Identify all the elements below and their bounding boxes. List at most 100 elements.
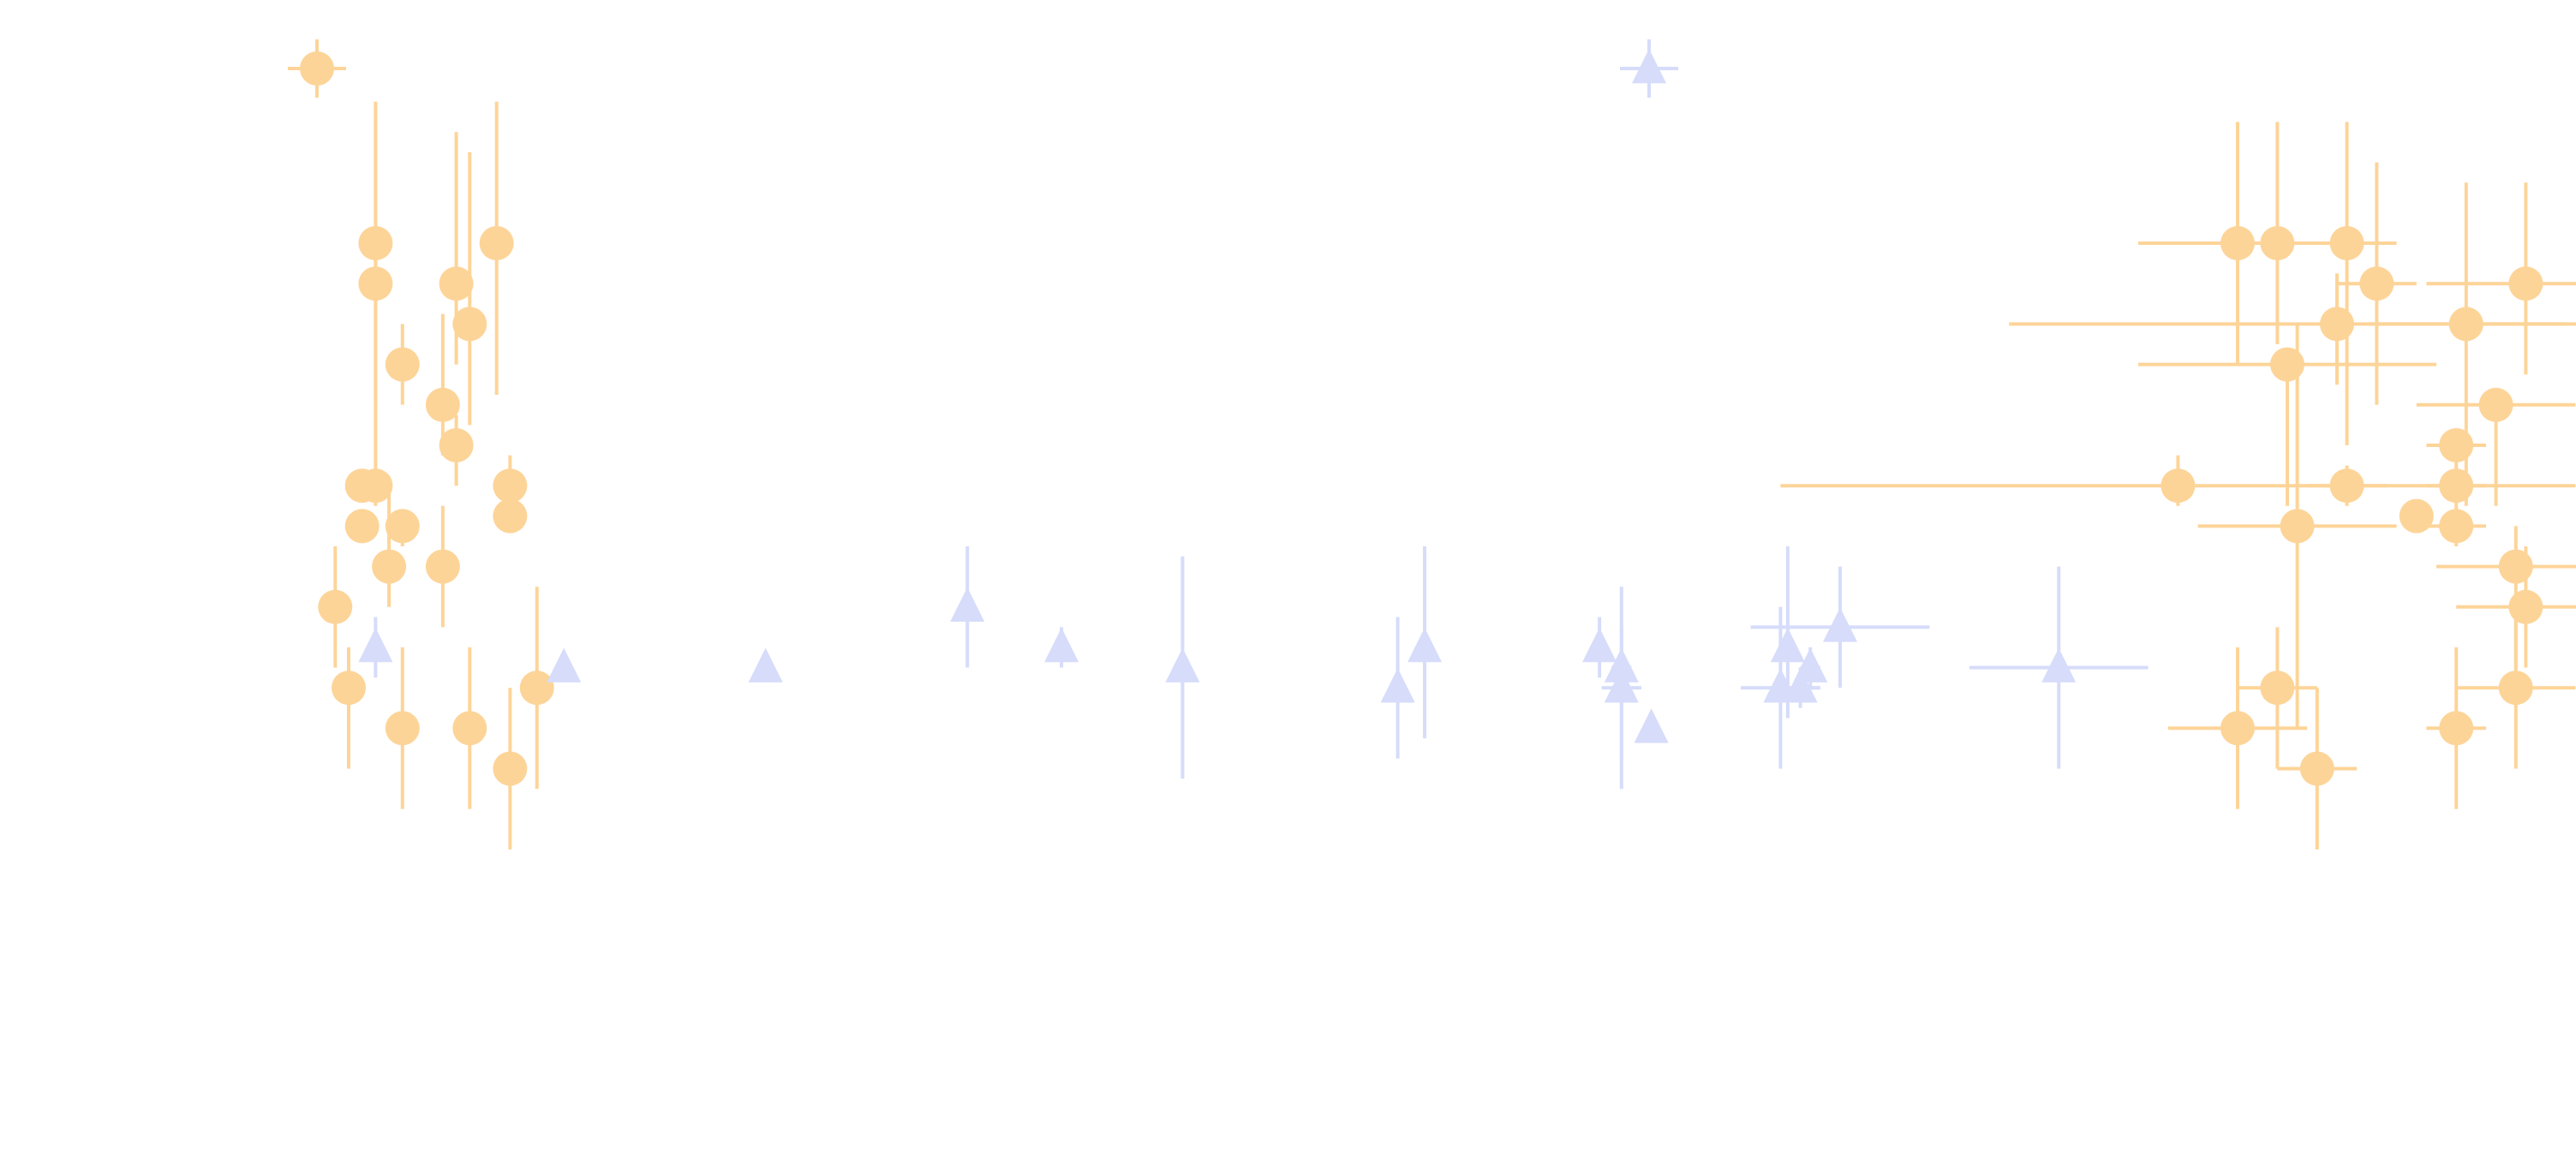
circle-marker: [2161, 468, 2196, 504]
data-point: [358, 468, 393, 504]
circle-marker: [2439, 428, 2474, 462]
circle-marker: [452, 711, 487, 746]
data-point: [2366, 182, 2566, 506]
circle-marker: [452, 307, 487, 342]
data-point: [439, 414, 474, 486]
circle-marker: [493, 498, 528, 533]
triangle-marker: [1044, 628, 1079, 663]
data-point: [493, 688, 528, 849]
data-point: [2426, 182, 2576, 375]
triangle-marker: [358, 628, 393, 663]
legend: [1620, 39, 1678, 98]
data-point: [2426, 647, 2486, 809]
circle-marker: [2299, 751, 2334, 786]
circle-marker: [2280, 509, 2315, 544]
data-point: [452, 647, 487, 809]
series-a: [1780, 122, 2576, 849]
data-point: [318, 546, 353, 668]
data-point: [2238, 627, 2317, 769]
chart-panel-right: [1601, 39, 2576, 849]
circle-marker: [2478, 387, 2513, 422]
circle-marker: [2270, 347, 2304, 382]
triangle-marker: [1380, 668, 1415, 703]
data-point: [358, 617, 393, 678]
circle-marker: [385, 711, 420, 746]
data-point: [493, 498, 528, 533]
circle-marker: [2260, 670, 2295, 706]
series-b: [1601, 566, 2149, 790]
data-point: [2238, 122, 2317, 344]
triangle-marker: [1783, 668, 1818, 703]
circle-marker: [358, 468, 393, 504]
data-point: [1380, 617, 1415, 759]
data-point: [452, 152, 487, 426]
circle-marker: [439, 428, 474, 462]
data-point: [748, 647, 783, 682]
data-point: [1601, 587, 1641, 790]
circle-marker: [2439, 509, 2474, 544]
triangle-marker: [1408, 628, 1442, 663]
circle-marker: [2220, 711, 2255, 746]
triangle-marker: [547, 647, 582, 682]
data-point: [358, 122, 393, 405]
data-point: [1750, 566, 1930, 688]
data-point: [493, 455, 528, 504]
triangle-marker: [2041, 647, 2077, 682]
legend-marker: [1632, 49, 1666, 84]
data-point: [2426, 505, 2486, 546]
data-point: [425, 505, 460, 628]
circle-marker: [439, 266, 474, 301]
data-point: [547, 647, 582, 682]
data-point: [1408, 546, 1442, 739]
triangle-marker: [1634, 708, 1669, 743]
data-point: [385, 509, 420, 546]
triangle-marker: [1823, 607, 1857, 642]
circle-marker: [385, 509, 420, 544]
series-a: [318, 101, 554, 849]
data-point: [2307, 465, 2387, 506]
data-point: [1044, 627, 1079, 668]
triangle-marker: [1604, 668, 1639, 703]
legend-entry: [288, 39, 346, 98]
data-point: [332, 647, 366, 769]
circle-marker: [344, 509, 380, 544]
data-point: [1969, 566, 2149, 769]
legend: [288, 39, 346, 98]
circle-marker: [493, 751, 528, 786]
circle-marker: [2439, 711, 2474, 746]
legend-entry: [1620, 39, 1678, 98]
circle-marker: [385, 347, 420, 382]
data-point: [2456, 606, 2576, 769]
circle-marker: [479, 226, 514, 260]
data-point: [2277, 688, 2358, 849]
data-point: [2426, 428, 2486, 506]
triangle-marker: [1165, 647, 1200, 682]
circle-marker: [358, 266, 393, 301]
data-point: [385, 647, 420, 809]
triangle-marker: [1582, 628, 1617, 663]
triangle-marker: [748, 647, 783, 682]
circle-marker: [332, 670, 366, 706]
circle-marker: [2329, 468, 2364, 504]
circle-marker: [2498, 549, 2533, 584]
data-point: [385, 324, 420, 405]
chart-panel-left: [288, 39, 1805, 849]
circle-marker: [493, 468, 528, 504]
circle-marker: [2498, 670, 2533, 706]
data-point: [950, 546, 985, 668]
data-point: [2167, 647, 2308, 809]
data-point: [344, 509, 380, 544]
data-point: [1165, 556, 1200, 779]
circle-marker: [2508, 589, 2543, 624]
data-point: [2416, 387, 2576, 506]
data-point: [372, 486, 407, 607]
data-point: [519, 587, 554, 790]
legend-marker: [300, 51, 334, 86]
circle-marker: [2359, 266, 2394, 301]
circle-marker: [372, 549, 407, 584]
circle-marker: [2508, 266, 2543, 301]
data-point: [2399, 498, 2434, 533]
data-point: [2197, 324, 2397, 729]
circle-marker: [425, 549, 460, 584]
